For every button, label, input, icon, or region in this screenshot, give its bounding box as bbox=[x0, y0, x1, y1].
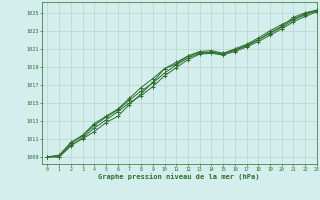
X-axis label: Graphe pression niveau de la mer (hPa): Graphe pression niveau de la mer (hPa) bbox=[99, 173, 260, 180]
